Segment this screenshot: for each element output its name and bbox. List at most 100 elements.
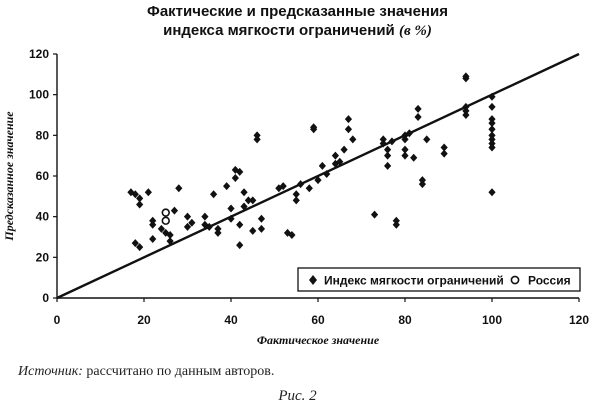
scatter-chart: 0 20 40 60 80 100 120 0 20 40 60 80 100 120 Фактическ…	[2, 47, 589, 347]
data-point-diamond	[144, 188, 152, 197]
data-point-diamond	[131, 190, 139, 199]
data-point-diamond	[388, 137, 396, 146]
data-point-diamond	[488, 115, 496, 124]
y-tick-label: 40	[36, 210, 50, 224]
data-point-diamond	[249, 196, 257, 205]
x-axis-label: Фактическое значение	[257, 333, 380, 347]
data-points-layer	[127, 72, 496, 252]
data-point-diamond	[227, 214, 235, 223]
source-text: рассчитано по данным авторов.	[82, 364, 275, 379]
data-point-diamond	[392, 216, 400, 225]
data-point-diamond	[488, 102, 496, 111]
data-point-diamond	[310, 125, 318, 134]
data-point-diamond	[166, 237, 174, 246]
x-tick-label: 120	[569, 313, 589, 327]
data-point-diamond	[488, 119, 496, 128]
legend-russia-label: Россия	[528, 274, 571, 288]
data-point-diamond	[401, 151, 409, 160]
y-axis-label: Предсказанное значение	[2, 111, 16, 242]
legend-circle-marker	[510, 275, 520, 285]
data-point-diamond	[488, 92, 496, 101]
axes-layer	[53, 53, 580, 302]
data-point-diamond	[331, 151, 339, 160]
y-tick-label: 20	[36, 250, 50, 264]
data-point-diamond	[283, 228, 292, 237]
data-point-diamond	[462, 106, 470, 115]
data-point-diamond	[214, 228, 222, 237]
chart-title-unit: (в %)	[398, 23, 432, 39]
data-point-diamond	[297, 180, 305, 189]
data-point-diamond	[305, 184, 313, 193]
data-point-diamond	[418, 176, 426, 185]
data-point-diamond	[414, 113, 422, 122]
data-point-diamond	[370, 210, 379, 219]
legend-diamond-marker	[309, 275, 317, 285]
data-point-diamond	[244, 196, 252, 205]
source-label: Источник:	[18, 364, 83, 379]
data-point-diamond	[418, 180, 426, 189]
data-point-diamond	[288, 230, 296, 239]
data-point-diamond	[488, 135, 496, 144]
data-point-diamond	[344, 115, 353, 124]
data-point-diamond	[331, 159, 339, 168]
data-point-diamond	[318, 161, 326, 170]
y-tick-label: 120	[29, 47, 49, 61]
data-point-diamond	[231, 174, 239, 183]
source-note: Источник: рассчитано по данным авторов.	[18, 364, 274, 380]
data-point-diamond	[183, 212, 192, 221]
data-point-diamond	[405, 129, 413, 138]
data-point-diamond	[414, 104, 422, 113]
data-point-diamond	[440, 143, 448, 152]
data-point-russia	[161, 216, 170, 225]
y-tick-label: 100	[29, 88, 49, 102]
data-point-diamond	[462, 111, 470, 119]
data-point-diamond	[240, 188, 248, 197]
data-point-diamond	[149, 216, 157, 225]
data-point-diamond	[214, 224, 222, 233]
data-point-diamond	[223, 182, 231, 191]
data-point-diamond	[488, 188, 496, 197]
data-point-diamond	[227, 204, 235, 213]
data-point-diamond	[384, 161, 392, 170]
reference-line	[56, 52, 580, 300]
data-point-diamond	[205, 222, 213, 231]
legend: Индекс мягкости ограничений Россия	[297, 267, 581, 292]
chart-title-line1: Фактические и предсказанные значения	[147, 3, 448, 20]
tick-labels-layer: 0 20 40 60 80 100 120 0 20 40 60 80 100 120	[29, 47, 589, 327]
x-tick-label: 20	[137, 313, 151, 327]
x-tick-label: 60	[311, 313, 325, 327]
data-point-diamond	[292, 196, 300, 205]
data-point-diamond	[292, 190, 300, 199]
data-point-diamond	[379, 139, 387, 148]
chart-title-line2: индекса мягкости ограничений (в %)	[0, 21, 595, 41]
data-point-diamond	[384, 145, 392, 154]
data-point-diamond	[236, 241, 244, 250]
data-point-diamond	[401, 135, 409, 144]
data-point-diamond	[462, 102, 470, 111]
data-point-diamond	[240, 202, 248, 211]
data-point-diamond	[488, 143, 496, 152]
data-point-diamond	[488, 125, 496, 134]
data-point-diamond	[275, 184, 283, 193]
data-point-diamond	[157, 224, 165, 233]
y-tick-label: 0	[42, 291, 49, 305]
data-point-diamond	[201, 212, 209, 221]
data-point-diamond	[323, 169, 331, 178]
x-tick-label: 100	[482, 313, 502, 327]
data-point-diamond	[253, 131, 261, 140]
data-point-diamond	[488, 139, 496, 148]
data-point-diamond	[257, 224, 266, 233]
chart-title: Фактические и предсказанные значения инд…	[0, 2, 595, 41]
data-point-diamond	[344, 125, 353, 134]
data-point-diamond	[131, 239, 139, 248]
figure-caption: Рис. 2	[278, 388, 317, 404]
data-point-diamond	[423, 135, 431, 144]
data-point-diamond	[236, 220, 244, 229]
data-point-diamond	[136, 243, 144, 252]
data-point-diamond	[462, 74, 470, 83]
data-point-diamond	[149, 220, 157, 229]
data-point-diamond	[410, 153, 418, 162]
data-point-diamond	[257, 214, 266, 223]
data-point-diamond	[249, 226, 257, 235]
data-point-diamond	[401, 145, 409, 154]
